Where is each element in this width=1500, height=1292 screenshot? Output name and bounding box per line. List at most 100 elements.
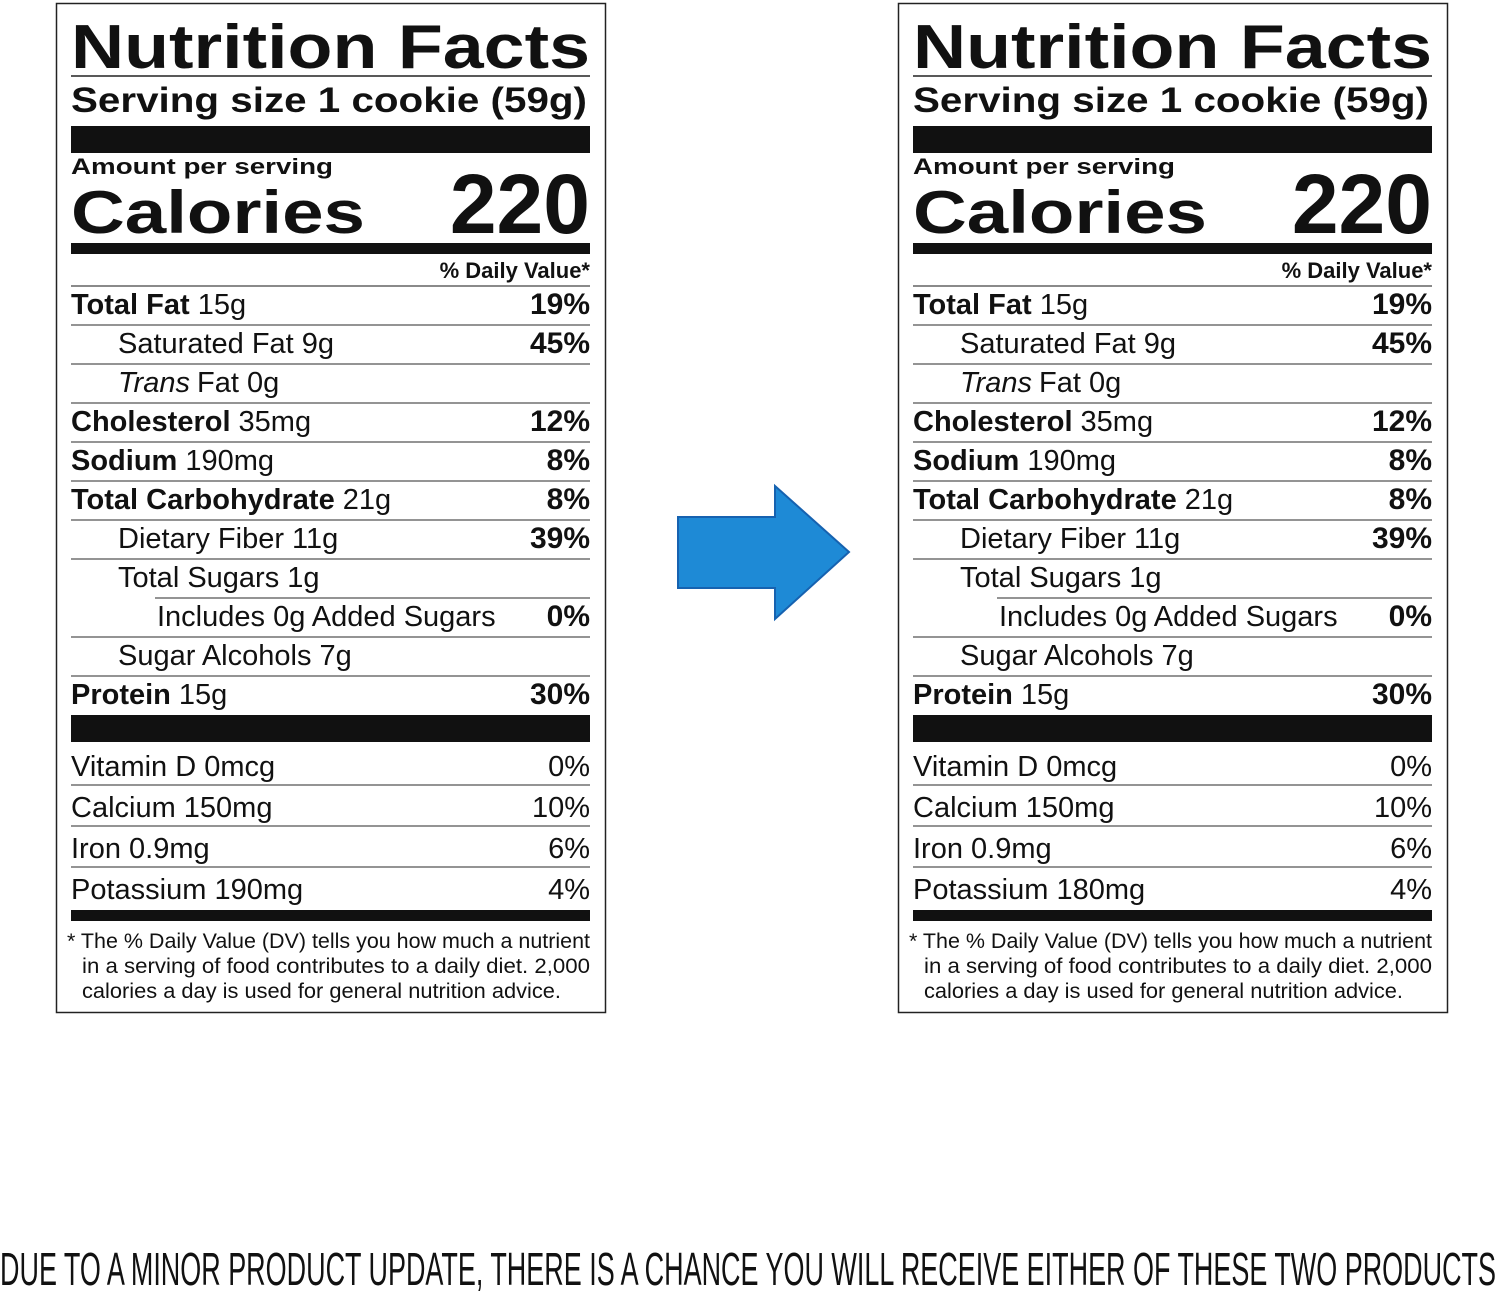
arrow [677,483,851,622]
label-border [897,2,1449,1014]
thick-bar [71,910,590,921]
vitamin-label: Calcium 150mg [913,792,1114,824]
nutrient-name: Protein [71,679,171,711]
nutrient-row: Sugar Alcohols 7g [960,640,1194,672]
nutrient-row: Dietary Fiber 11g [118,523,338,555]
label-border [55,2,607,1014]
footnote-line: calories a day is used for general nutri… [82,980,561,1003]
vitamin-label: Potassium 180mg [913,874,1145,906]
nutrient-italic: Trans [960,367,1032,399]
nutrient-row: Saturated Fat 9g [960,328,1176,360]
nutrient-row: Total Sugars 1g [960,562,1162,594]
daily-value: 39% [530,522,590,555]
nutrient-label: Includes 0g Added Sugars [999,601,1338,633]
calories-value: 220 [1292,157,1432,251]
daily-value: 0% [547,600,590,633]
footnote-line: * The % Daily Value (DV) tells you how m… [909,930,1432,953]
nutrient-row: Saturated Fat 9g [118,328,334,360]
calories-label: Calories [913,179,1207,246]
nutrient-amount: 15g [198,289,246,321]
vitamin-dv: 10% [532,792,590,824]
nutrient-name: Total Fat [71,289,190,321]
vitamin-label: Potassium 190mg [71,874,303,906]
daily-value: 8% [1389,444,1432,477]
notice: DUE TO A MINOR PRODUCT UPDATE, THERE IS … [0,1243,1496,1292]
daily-value: 12% [530,405,590,438]
daily-value-header: % Daily Value* [1282,258,1433,283]
vitamin-label: Vitamin D 0mcg [71,751,275,783]
daily-value: 8% [547,444,590,477]
daily-value: 8% [1389,483,1432,516]
thick-bar [71,715,590,742]
calories-label: Calories [71,179,365,246]
vitamin-dv: 10% [1374,792,1432,824]
nutrient-row: Dietary Fiber 11g [960,523,1180,555]
serving-size: Serving size 1 cookie (59g) [913,81,1429,120]
nutrient-label: Includes 0g Added Sugars [157,601,496,633]
thick-bar [71,126,590,153]
thick-bar [913,715,1432,742]
daily-value-header: % Daily Value* [440,258,591,283]
nutrient-label: Dietary Fiber 11g [960,523,1180,555]
nutrient-amount: 15g [1021,679,1069,711]
thick-bar [913,910,1432,921]
nutrient-amount: 21g [343,484,391,516]
nutrient-row: Total Fat 15g [913,289,1088,321]
thick-bar [913,126,1432,153]
nutrient-row: Sugar Alcohols 7g [118,640,352,672]
nutrient-amount: 35mg [239,406,312,438]
nutrient-name: Sodium [913,445,1019,477]
vitamin-label: Calcium 150mg [71,792,272,824]
nutrient-label: Dietary Fiber 11g [118,523,338,555]
nutrient-row: Protein 15g [913,679,1069,711]
daily-value: 45% [530,327,590,360]
title: Nutrition Facts [71,13,590,82]
nutrient-row: Trans Fat 0g [118,367,279,399]
nutrient-row: Sodium 190mg [71,445,274,477]
nutrient-amount: 190mg [185,445,274,477]
vitamin-dv: 6% [548,833,590,865]
nutrient-row: Total Fat 15g [71,289,246,321]
nutrient-name: Total Carbohydrate [913,484,1177,516]
vitamin-label: Vitamin D 0mcg [913,751,1117,783]
vitamin-dv: 6% [1390,833,1432,865]
nutrient-name: Sodium [71,445,177,477]
daily-value: 8% [547,483,590,516]
daily-value: 45% [1372,327,1432,360]
nutrient-amount: 21g [1185,484,1233,516]
vitamin-dv: 4% [548,874,590,906]
vitamin-label: Iron 0.9mg [71,833,210,865]
nutrient-amount: 35mg [1081,406,1154,438]
footnote-line: * The % Daily Value (DV) tells you how m… [67,930,590,953]
nutrient-row: Includes 0g Added Sugars [999,601,1338,633]
nutrient-amount: 15g [179,679,227,711]
nutrient-row: Cholesterol 35mg [913,406,1153,438]
nutrient-name: Cholesterol [913,406,1073,438]
daily-value: 12% [1372,405,1432,438]
footnote-line: in a serving of food contributes to a da… [924,955,1432,978]
nutrient-row: Total Carbohydrate 21g [913,484,1233,516]
daily-value: 19% [1372,288,1432,321]
nutrient-row: Total Sugars 1g [118,562,320,594]
nutrient-italic: Trans [118,367,190,399]
nutrient-row: Protein 15g [71,679,227,711]
daily-value: 30% [1372,678,1432,711]
nutrient-name: Total Fat [913,289,1032,321]
nutrient-name: Protein [913,679,1013,711]
nutrient-label: Sugar Alcohols 7g [118,640,352,672]
footnote-line: in a serving of food contributes to a da… [82,955,590,978]
nutrient-amount: 15g [1040,289,1088,321]
daily-value: 0% [1389,600,1432,633]
nutrient-row: Total Carbohydrate 21g [71,484,391,516]
title: Nutrition Facts [913,13,1432,82]
daily-value: 19% [530,288,590,321]
vitamin-label: Iron 0.9mg [913,833,1052,865]
vitamin-dv: 0% [548,751,590,783]
thick-bar [71,243,590,254]
nutrient-name: Total Carbohydrate [71,484,335,516]
nutrient-label: Saturated Fat 9g [960,328,1176,360]
footnote-line: calories a day is used for general nutri… [924,980,1403,1003]
amount-per-serving: Amount per serving [913,154,1175,179]
